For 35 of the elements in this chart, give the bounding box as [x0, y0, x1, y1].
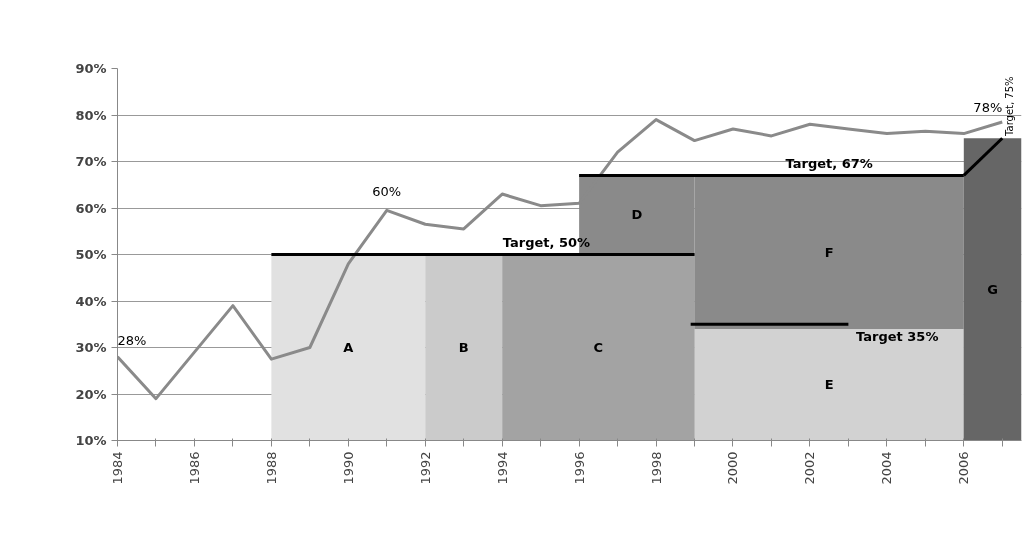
x-tick-label: 1994	[494, 451, 510, 485]
x-tick-label: 1998	[648, 451, 664, 485]
x-tick-label: 1984	[110, 451, 125, 485]
y-tick-label: 90%	[75, 61, 107, 76]
series-label: Target, 50%	[502, 234, 591, 250]
x-tick-label: 1986	[186, 451, 202, 485]
y-tick-label: 80%	[75, 107, 107, 123]
x-tick-label: 2006	[956, 451, 972, 485]
x-tick-label: 1988	[263, 451, 279, 485]
annotation: 78%	[973, 100, 1003, 115]
series-label: B	[458, 340, 469, 355]
y-tick-label: 40%	[75, 293, 107, 309]
y-tick-label: 30%	[75, 340, 107, 355]
text: Target, 75%	[1004, 76, 1016, 137]
series-label: C	[593, 340, 604, 355]
y-tick-label: 10%	[75, 433, 107, 448]
series-label: Target, 67%	[785, 155, 873, 171]
y-tick-label: 20%	[75, 386, 107, 402]
series-label: F	[824, 244, 834, 260]
series-label: E	[824, 377, 834, 393]
x-tick-label: 1990	[340, 451, 356, 485]
x-tick-label: 2004	[879, 451, 895, 485]
y-tick-label: 60%	[75, 200, 107, 216]
series-label: D	[631, 207, 643, 223]
y-tick-label: 50%	[75, 247, 107, 262]
x-tick-label: 1992	[417, 451, 433, 485]
x-tick-label: 2000	[725, 451, 741, 485]
series-label: G	[987, 281, 998, 297]
y-tick-label: 70%	[75, 154, 107, 169]
series-label: Target 35%	[856, 328, 939, 344]
series-label: A	[343, 340, 354, 355]
x-tick-label: 1996	[571, 451, 587, 485]
annotation: 60%	[372, 183, 402, 199]
annotation: 28%	[117, 332, 147, 348]
x-tick-label: 2002	[802, 451, 818, 485]
